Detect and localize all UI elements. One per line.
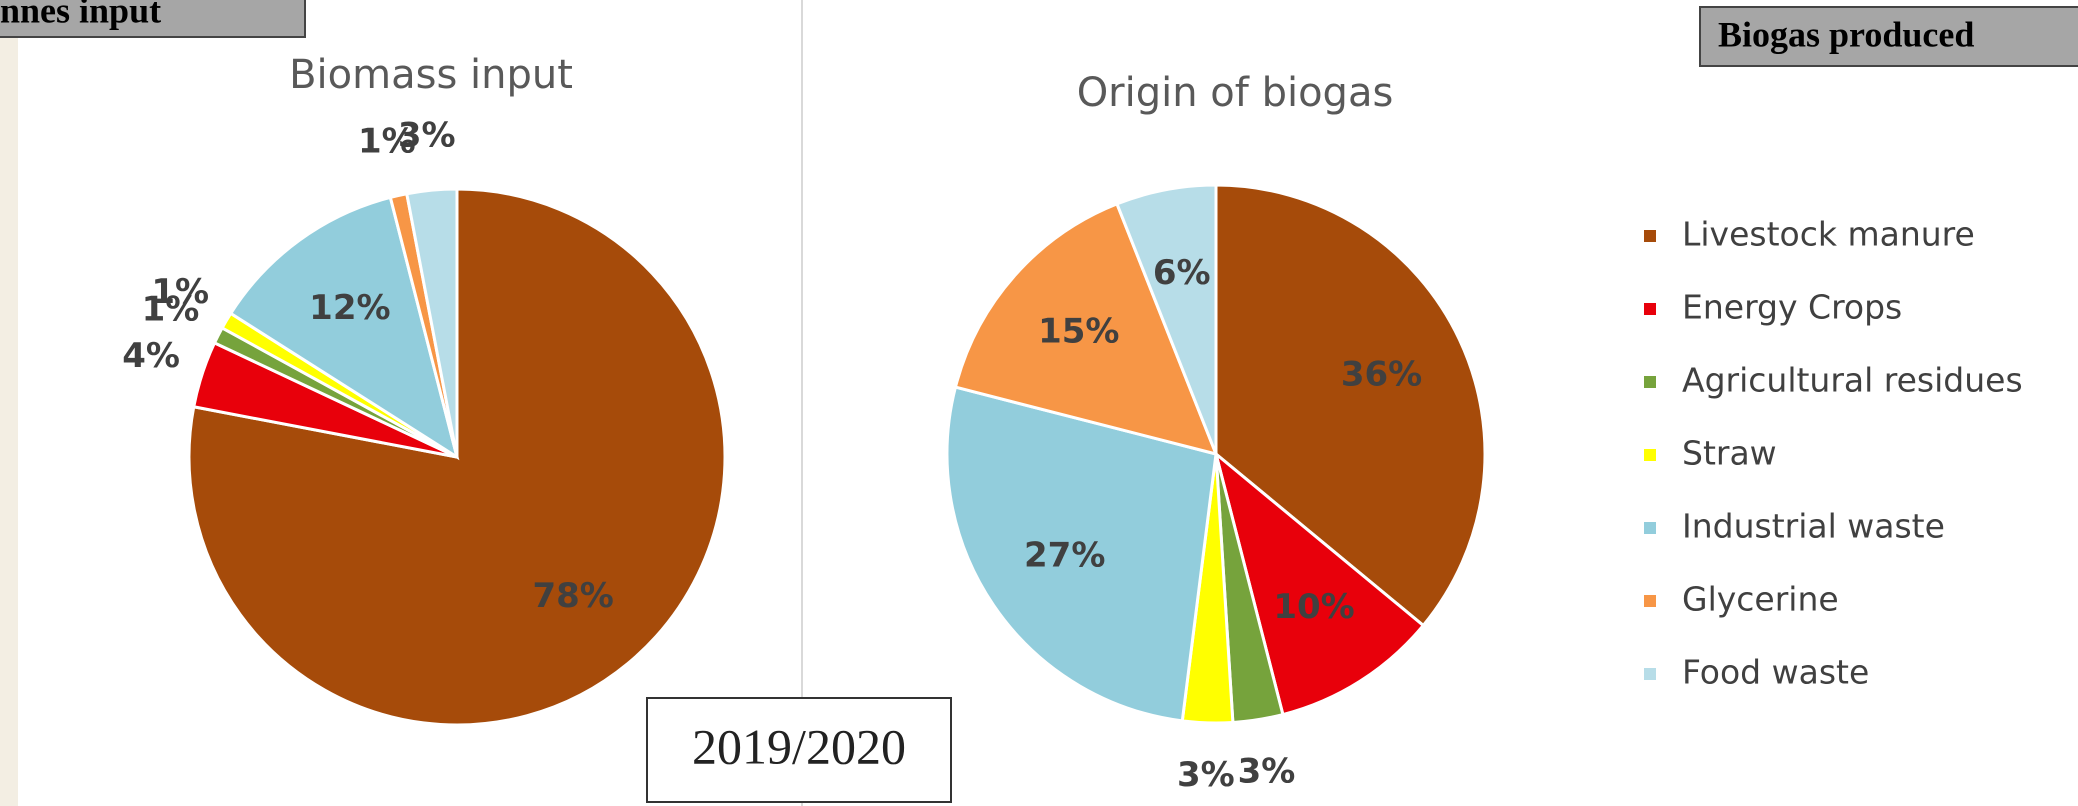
legend-swatch bbox=[1644, 522, 1656, 534]
value-label: 27% bbox=[1024, 535, 1105, 575]
value-label: 1% bbox=[142, 289, 200, 329]
value-label: 1% bbox=[358, 122, 416, 162]
value-label: 12% bbox=[309, 288, 390, 328]
pie-slice bbox=[1115, 183, 1218, 455]
header-right: Biogas produced bbox=[1718, 14, 1974, 54]
legend-label: Agricultural residues bbox=[1682, 361, 2023, 400]
pie-slice bbox=[953, 201, 1219, 457]
value-label: 3% bbox=[1238, 751, 1296, 791]
legend-swatch bbox=[1644, 595, 1656, 607]
legend-label: Glycerine bbox=[1682, 580, 1839, 619]
value-label: 3% bbox=[1177, 755, 1235, 795]
value-label: 1% bbox=[151, 272, 209, 312]
left-strip bbox=[0, 0, 18, 806]
legend: Livestock manure Energy Crops Agricultural… bbox=[1644, 215, 2023, 692]
header-left: nnes input bbox=[0, 0, 161, 30]
chart-title: Origin of biogas bbox=[1077, 70, 1394, 116]
year-box bbox=[646, 697, 952, 803]
legend-swatch bbox=[1644, 376, 1656, 388]
chart-title: Biomass input bbox=[289, 52, 573, 98]
header-box-right bbox=[1699, 6, 2078, 67]
pie-slice bbox=[405, 187, 459, 458]
value-label: 4% bbox=[122, 336, 180, 376]
legend-swatch bbox=[1644, 230, 1656, 242]
legend-label: Industrial waste bbox=[1682, 507, 1945, 546]
value-label: 10% bbox=[1273, 587, 1354, 627]
legend-label: Straw bbox=[1682, 434, 1777, 473]
value-label: 3% bbox=[398, 115, 456, 155]
legend-swatch bbox=[1644, 668, 1656, 680]
value-label: 78% bbox=[532, 576, 613, 616]
legend-label: Livestock manure bbox=[1682, 215, 1975, 254]
value-label: 15% bbox=[1038, 312, 1119, 352]
year: 2019/2020 bbox=[692, 718, 906, 774]
pie-slice bbox=[1213, 449, 1426, 717]
value-label: 6% bbox=[1153, 253, 1211, 293]
pie-slice bbox=[1214, 183, 1487, 628]
legend-swatch bbox=[1644, 303, 1656, 315]
pie-slice bbox=[228, 195, 460, 461]
pie-slice bbox=[945, 385, 1218, 723]
legend-label: Energy Crops bbox=[1682, 288, 1902, 327]
header-box-left bbox=[0, 0, 306, 38]
legend-swatch bbox=[1644, 449, 1656, 461]
value-label: 36% bbox=[1341, 355, 1422, 395]
legend-label: Food waste bbox=[1682, 653, 1869, 692]
